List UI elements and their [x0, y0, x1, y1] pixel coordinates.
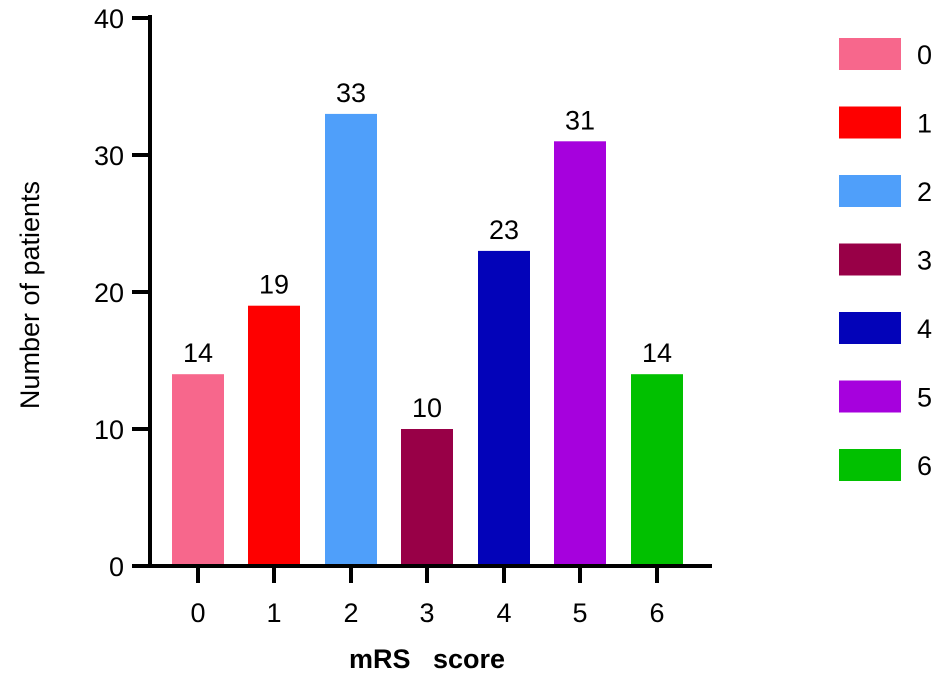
legend-swatch-3 — [839, 243, 901, 276]
y-tick-label-20: 20 — [94, 278, 124, 308]
bar-1 — [248, 305, 300, 566]
legend: 0 1 2 3 4 5 6 — [839, 38, 932, 481]
bar-2 — [325, 113, 377, 567]
x-axis-title: mRS score — [349, 644, 505, 674]
legend-swatch-1 — [839, 106, 901, 139]
bar-6 — [631, 374, 683, 566]
legend-label-3: 3 — [917, 246, 932, 276]
data-label-0: 14 — [183, 338, 213, 368]
data-label-6: 14 — [642, 338, 672, 368]
x-tick-label-0: 0 — [190, 598, 205, 628]
data-label-1: 19 — [259, 270, 289, 300]
bar-0 — [172, 374, 224, 566]
y-tick-label-0: 0 — [109, 552, 124, 582]
legend-swatch-6 — [839, 449, 901, 481]
data-label-2: 33 — [336, 78, 366, 108]
data-label-4: 23 — [489, 215, 519, 245]
y-tick-label-40: 40 — [94, 4, 124, 34]
bars — [172, 113, 683, 567]
y-axis-title: Number of patients — [15, 181, 45, 409]
data-label-3: 10 — [412, 393, 442, 423]
data-labels: 14 19 33 10 23 31 14 — [183, 78, 672, 423]
y-tick-label-10: 10 — [94, 415, 124, 445]
legend-label-0: 0 — [917, 40, 932, 70]
legend-label-4: 4 — [917, 314, 932, 344]
legend-label-5: 5 — [917, 383, 932, 413]
x-tick-label-6: 6 — [649, 598, 664, 628]
x-tick-label-5: 5 — [572, 598, 587, 628]
legend-swatch-2 — [839, 175, 901, 207]
bar-5 — [554, 141, 606, 567]
x-tick-label-4: 4 — [496, 598, 511, 628]
y-tick-label-30: 30 — [94, 141, 124, 171]
bar-3 — [401, 429, 453, 566]
x-tick-label-1: 1 — [266, 598, 281, 628]
x-tick-label-3: 3 — [419, 598, 434, 628]
x-tick-label-2: 2 — [343, 598, 358, 628]
bar-4 — [478, 250, 530, 566]
legend-swatch-0 — [839, 38, 901, 70]
legend-label-1: 1 — [917, 109, 932, 139]
legend-label-6: 6 — [917, 451, 932, 481]
y-ticks: 0 10 20 30 40 — [94, 4, 150, 582]
x-ticks: 0 1 2 3 4 5 6 — [190, 566, 665, 628]
legend-swatch-5 — [839, 380, 901, 413]
legend-swatch-4 — [839, 312, 901, 344]
data-label-5: 31 — [565, 105, 595, 135]
legend-label-2: 2 — [917, 177, 932, 207]
